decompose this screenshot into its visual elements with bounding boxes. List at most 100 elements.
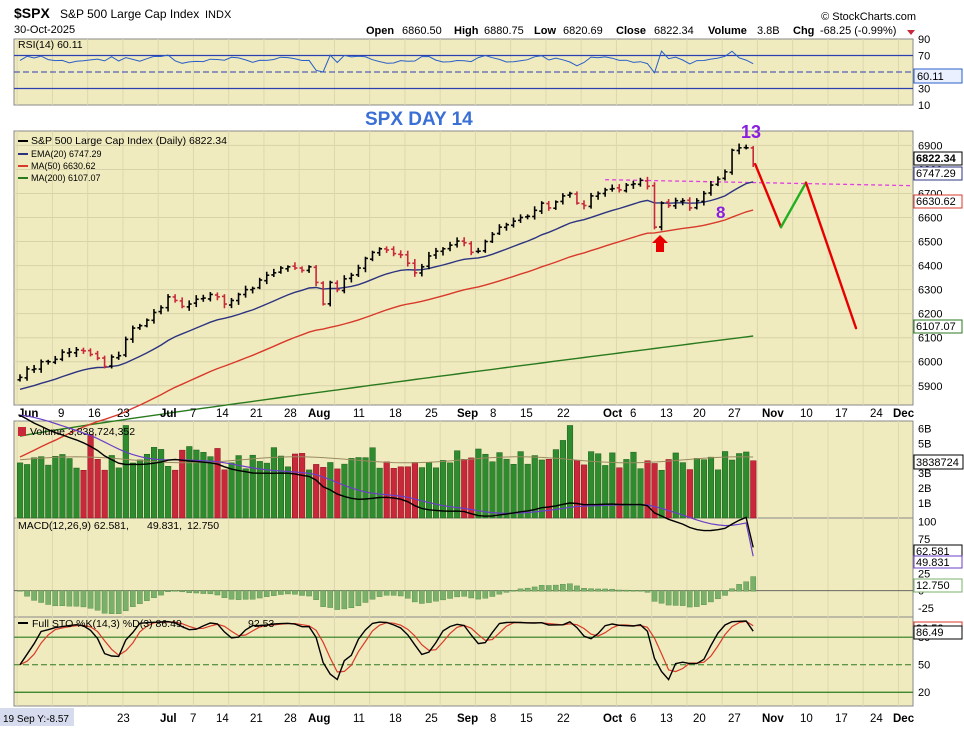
volume-bar	[468, 457, 475, 519]
symbol-title: $SPX	[14, 5, 50, 21]
price-bar	[144, 318, 150, 328]
x-axis-top-label: 21	[250, 408, 263, 420]
macd-histogram-bar	[221, 590, 228, 598]
price-bar	[137, 323, 143, 330]
x-axis-top-label: 28	[284, 408, 297, 420]
price-bar	[609, 184, 615, 192]
macd-histogram-bar	[17, 590, 23, 592]
volume-bar	[24, 464, 31, 519]
price-bar	[652, 182, 657, 230]
projection-segment	[804, 181, 858, 330]
x-axis-top-label: Dec	[893, 408, 915, 420]
volume-bar	[566, 425, 574, 519]
volume-bar	[411, 462, 418, 519]
macd-value-box-signal-text: 49.831	[916, 557, 950, 569]
price-bar	[419, 263, 425, 277]
volume-bar	[122, 425, 129, 519]
macd-histogram-bar	[52, 590, 59, 607]
volume-bar	[151, 447, 158, 519]
macd-marks	[17, 414, 756, 614]
volume-bar	[686, 469, 693, 519]
price-value-box	[913, 319, 963, 334]
macd-value-box-signal	[913, 555, 963, 569]
high-label: High	[454, 25, 479, 37]
macd-label-main: MACD(12,26,9) 62.581,	[18, 520, 129, 532]
rsi-line	[19, 50, 754, 74]
volume-bar	[383, 461, 390, 519]
macd-histogram-bar	[694, 590, 700, 607]
x-axis-top-label: Nov	[762, 408, 784, 420]
macd-histogram-bar	[271, 590, 277, 596]
macd-histogram-bar	[433, 590, 439, 602]
watermark: © StockCharts.com	[821, 11, 916, 23]
macd-histogram-bar	[588, 588, 594, 592]
x-axis-bottom-label: 21	[250, 713, 263, 725]
price-bar	[355, 264, 361, 278]
sto-panel	[13, 616, 914, 707]
x-axis-top-label: 27	[728, 408, 741, 420]
price-bar	[644, 176, 650, 190]
volume-bar	[136, 459, 143, 519]
x-axis-bottom-label: 28	[284, 713, 297, 725]
macd-histogram-bar	[369, 590, 376, 600]
volume-bar	[750, 460, 757, 519]
index-name: S&P 500 Large Cap Index	[60, 7, 199, 21]
volume-bar	[679, 462, 686, 519]
volume-bar	[235, 455, 242, 519]
volume-bar	[158, 449, 165, 519]
price-bar	[200, 294, 206, 302]
volume-bar	[623, 459, 630, 519]
volume-bar	[165, 466, 172, 519]
volume-average-line	[19, 456, 754, 464]
price-bar	[109, 354, 115, 369]
volume-bar	[45, 464, 52, 519]
x-axis-bottom-label: 13	[660, 713, 673, 725]
macd-histogram-bar	[115, 590, 122, 614]
volume-bar	[595, 453, 602, 519]
macd-histogram-bar	[736, 584, 742, 592]
projection-segment	[754, 162, 783, 229]
volume-bar	[418, 467, 425, 519]
price-bar	[433, 247, 439, 259]
rsi-tick-label: 30	[918, 84, 930, 96]
open-value: 6860.50	[402, 25, 442, 37]
macd-histogram-bar	[560, 584, 566, 592]
price-bar	[17, 374, 23, 382]
price-tick-label: 6500	[918, 237, 942, 249]
volume-bar	[376, 467, 383, 519]
price-bar	[59, 349, 65, 362]
price-bar	[539, 201, 545, 214]
macd-histogram-bar	[397, 590, 404, 597]
macd-ticks: 1007550250-25	[918, 516, 936, 615]
price-bar	[320, 281, 326, 306]
macd-histogram-bar	[341, 590, 348, 610]
x-axis-bottom-label: 27	[728, 713, 741, 725]
price-bar	[370, 250, 375, 262]
volume-bar	[454, 450, 461, 519]
price-value-box-text: 6630.62	[916, 196, 956, 208]
volume-bar	[108, 455, 115, 519]
legend-ma200: MA(200) 6107.07	[31, 173, 101, 183]
projection-segment	[779, 181, 808, 229]
x-axis-top-label: 18	[389, 408, 402, 420]
macd-histogram-bar	[172, 590, 178, 592]
volume-bar	[559, 440, 567, 519]
price-bar	[130, 325, 136, 343]
price-marks	[17, 143, 914, 458]
macd-histogram-bar	[658, 590, 665, 604]
sto-k-line	[19, 620, 754, 681]
macd-histogram-bar	[623, 589, 630, 592]
x-axis-top-label: 13	[660, 408, 673, 420]
macd-histogram-bar	[137, 590, 143, 604]
price-value-box	[913, 151, 963, 166]
macd-histogram-bar	[94, 590, 101, 611]
x-axis-bottom-label: 6	[630, 713, 636, 725]
macd-histogram-bar	[355, 590, 362, 606]
volume-bar	[129, 462, 136, 519]
volume-value-box-text: 3838724	[916, 457, 959, 469]
macd-histogram-bar	[454, 590, 460, 598]
macd-tick-label: 100	[918, 516, 936, 528]
macd-histogram-bar	[404, 590, 411, 599]
rsi-marks	[19, 50, 754, 74]
macd-histogram-bar	[503, 590, 510, 593]
